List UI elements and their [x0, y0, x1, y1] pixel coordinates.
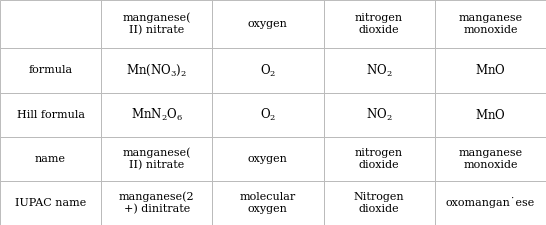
Text: oxygen: oxygen [248, 19, 288, 29]
Bar [101, 0, 212, 48]
Text: Hill formula: Hill formula [16, 110, 85, 120]
Bar [0, 0, 101, 48]
Text: $\mathdefault{MnN_2O_6}$: $\mathdefault{MnN_2O_6}$ [130, 107, 183, 123]
Bar [435, 181, 546, 225]
Text: nitrogen
dioxide: nitrogen dioxide [355, 148, 403, 170]
Bar [101, 92, 212, 137]
Text: manganese(
II) nitrate: manganese( II) nitrate [122, 148, 191, 170]
Bar [212, 92, 323, 137]
Bar [101, 48, 212, 92]
Bar [323, 92, 435, 137]
Bar [323, 137, 435, 181]
Bar [323, 48, 435, 92]
Text: molecular
oxygen: molecular oxygen [240, 192, 296, 214]
Bar [323, 181, 435, 225]
Bar [435, 92, 546, 137]
Bar [435, 48, 546, 92]
Bar [101, 137, 212, 181]
Text: $\mathdefault{O_2}$: $\mathdefault{O_2}$ [260, 62, 276, 79]
Bar [212, 0, 323, 48]
Text: oxomangan˙ese: oxomangan˙ese [446, 197, 535, 208]
Bar [435, 0, 546, 48]
Text: oxygen: oxygen [248, 154, 288, 164]
Text: IUPAC name: IUPAC name [15, 198, 86, 208]
Bar [0, 137, 101, 181]
Bar [0, 92, 101, 137]
Text: name: name [35, 154, 66, 164]
Bar [0, 181, 101, 225]
Bar [435, 137, 546, 181]
Text: $\mathdefault{Mn(NO_3)_2}$: $\mathdefault{Mn(NO_3)_2}$ [126, 63, 187, 78]
Text: manganese(
II) nitrate: manganese( II) nitrate [122, 13, 191, 36]
Bar [212, 181, 323, 225]
Text: manganese
monoxide: manganese monoxide [458, 13, 523, 35]
Bar [323, 0, 435, 48]
Bar [212, 137, 323, 181]
Text: $\mathdefault{NO_2}$: $\mathdefault{NO_2}$ [366, 107, 393, 123]
Bar [0, 48, 101, 92]
Text: Nitrogen
dioxide: Nitrogen dioxide [354, 192, 405, 214]
Text: manganese
monoxide: manganese monoxide [458, 148, 523, 170]
Text: manganese(2
+) dinitrate: manganese(2 +) dinitrate [119, 192, 194, 214]
Text: $\mathdefault{MnO}$: $\mathdefault{MnO}$ [475, 108, 506, 122]
Bar [212, 48, 323, 92]
Text: $\mathdefault{MnO}$: $\mathdefault{MnO}$ [475, 63, 506, 77]
Text: $\mathdefault{O_2}$: $\mathdefault{O_2}$ [260, 107, 276, 123]
Text: $\mathdefault{NO_2}$: $\mathdefault{NO_2}$ [366, 62, 393, 79]
Bar [101, 181, 212, 225]
Text: nitrogen
dioxide: nitrogen dioxide [355, 13, 403, 35]
Text: formula: formula [28, 65, 73, 75]
